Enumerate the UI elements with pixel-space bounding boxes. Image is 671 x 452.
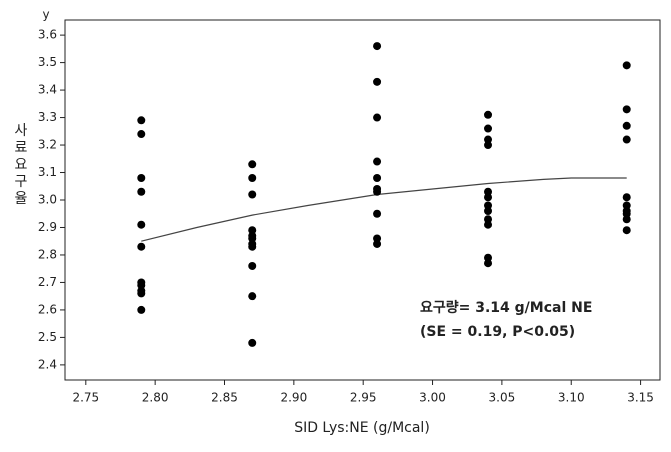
point [484,215,493,224]
point [137,281,146,290]
y-title: 사료요구율 [12,123,28,208]
point [248,242,257,251]
x-tick-label: 2.90 [280,391,307,405]
point [137,116,146,125]
point [484,220,493,229]
point [484,124,493,133]
point [622,135,631,144]
x-title: SID Lys:NE (g/Mcal) [294,420,430,436]
x-tick-label: 3.00 [419,391,446,405]
y-tick-label: 3.3 [38,110,57,124]
y-tick-label: 3.4 [38,83,57,97]
point [137,174,146,183]
point [137,289,146,298]
point [484,110,493,119]
y-tick-label: 3.2 [38,138,57,152]
x-tick-label: 2.80 [142,391,169,405]
y-axis-label: y [42,8,49,22]
point [373,157,382,166]
y-tick-label: 2.4 [38,357,57,371]
y-tick-label: 3.1 [38,165,57,179]
point [373,239,382,248]
point [484,253,493,262]
x-tick-label: 2.95 [350,391,377,405]
point [622,209,631,218]
point [484,141,493,150]
y-tick-label: 2.5 [38,330,57,344]
y-tick-label: 2.7 [38,275,57,289]
point [248,160,257,169]
point [373,209,382,218]
point [484,135,493,144]
point [373,77,382,86]
y-tick-label: 3.5 [38,55,57,69]
x-tick-label: 2.75 [72,391,99,405]
point [622,61,631,70]
point [373,42,382,51]
annotation: 요구량= 3.14 g/Mcal NE [420,300,592,316]
point [137,305,146,314]
point [622,121,631,130]
point [137,187,146,196]
point [137,242,146,251]
y-tick-label: 2.6 [38,302,57,316]
point [484,259,493,268]
point [373,187,382,196]
x-tick-label: 3.15 [627,391,654,405]
point [137,130,146,139]
point [622,226,631,235]
annotation: (SE = 0.19, P<0.05) [420,324,575,340]
point [484,206,493,215]
point [248,292,257,301]
point [622,215,631,224]
point [622,105,631,114]
x-tick-label: 3.10 [558,391,585,405]
point [248,338,257,347]
point [484,187,493,196]
point [622,193,631,202]
point [484,201,493,210]
fit-curve [141,177,627,242]
y-tick-label: 2.9 [38,220,57,234]
point [248,261,257,270]
x-tick-label: 3.05 [489,391,516,405]
point [484,193,493,202]
point [248,226,257,235]
x-tick-label: 2.85 [211,391,238,405]
y-tick-label: 2.8 [38,247,57,261]
y-tick-label: 3.0 [38,193,57,207]
point [248,174,257,183]
point [373,234,382,243]
point [622,201,631,210]
point [373,113,382,122]
point [137,220,146,229]
point [373,174,382,183]
y-tick-label: 3.6 [38,28,57,42]
point [248,190,257,199]
point [248,234,257,243]
